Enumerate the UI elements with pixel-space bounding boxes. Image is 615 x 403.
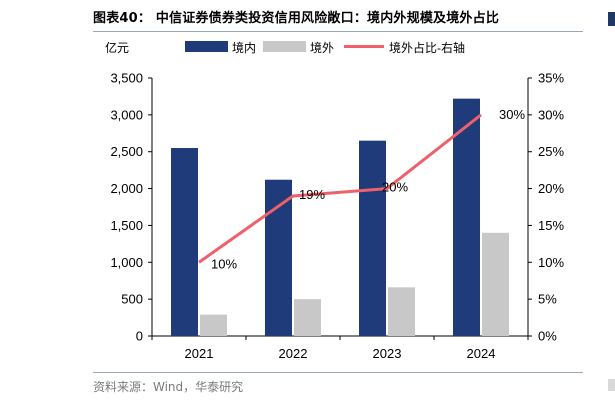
left-tick-label: 2,000 <box>110 181 143 196</box>
bar-overseas <box>200 314 227 336</box>
chart-bars <box>171 98 509 336</box>
legend-label-overseas: 境外 <box>310 40 334 55</box>
legend-swatch-domestic <box>185 41 228 52</box>
bar-overseas <box>388 287 415 336</box>
right-tick-label: 25% <box>538 144 564 159</box>
bar-domestic <box>453 98 480 336</box>
right-tick-label: 15% <box>538 218 564 233</box>
left-tick-label: 0 <box>136 329 143 344</box>
page-edge-marker-bottom <box>608 379 615 391</box>
bar-overseas <box>482 232 509 336</box>
share-line <box>198 113 482 264</box>
share-data-label: 20% <box>382 180 408 195</box>
legend-label-share: 境外占比-右轴 <box>389 40 465 55</box>
left-tick-label: 2,500 <box>110 144 143 159</box>
share-line-series <box>198 113 482 264</box>
share-data-label: 10% <box>211 256 237 271</box>
bar-domestic <box>265 179 292 336</box>
right-tick-label: 0% <box>538 329 557 344</box>
chart-axes: 0 500 1,000 1,500 2,000 2,500 3,000 3,500 0% 5% 10… <box>105 40 564 361</box>
figure-title: 图表40： 中信证券债券类投资信用风险敞口：境内外规模及境外占比 <box>93 11 500 26</box>
title-divider <box>93 31 583 32</box>
left-tick-label: 1,500 <box>110 218 143 233</box>
chart-data-labels: 10% 19% 20% 30% <box>211 107 525 271</box>
share-data-label: 19% <box>299 187 325 202</box>
x-tick-label: 2024 <box>467 346 496 361</box>
right-tick-label: 10% <box>538 255 564 270</box>
x-tick-label: 2023 <box>373 346 402 361</box>
legend-swatch-overseas <box>263 41 306 52</box>
right-tick-label: 20% <box>538 181 564 196</box>
right-tick-label: 35% <box>538 71 564 86</box>
right-tick-label: 5% <box>538 292 557 307</box>
page-edge-marker <box>608 12 615 26</box>
legend-label-domestic: 境内 <box>232 40 256 55</box>
left-axis-unit: 亿元 <box>105 40 129 55</box>
bar-domestic <box>171 148 198 336</box>
combo-chart: 境内 境外 境外占比-右轴 0 500 1,000 1,500 2,000 2,500 3,00… <box>105 40 564 361</box>
left-tick-label: 500 <box>121 292 143 307</box>
x-tick-label: 2021 <box>185 346 214 361</box>
chart-legend: 境内 境外 境外占比-右轴 <box>185 40 465 55</box>
bar-domestic <box>359 140 386 336</box>
source-note: 资料来源：Wind，华泰研究 <box>93 380 244 394</box>
share-data-label: 30% <box>499 107 525 122</box>
left-tick-label: 3,500 <box>110 71 143 86</box>
bar-overseas <box>294 299 321 336</box>
source-divider <box>93 372 583 373</box>
right-tick-label: 30% <box>538 107 564 122</box>
left-tick-label: 1,000 <box>110 255 143 270</box>
left-tick-label: 3,000 <box>110 107 143 122</box>
x-tick-label: 2022 <box>279 346 308 361</box>
